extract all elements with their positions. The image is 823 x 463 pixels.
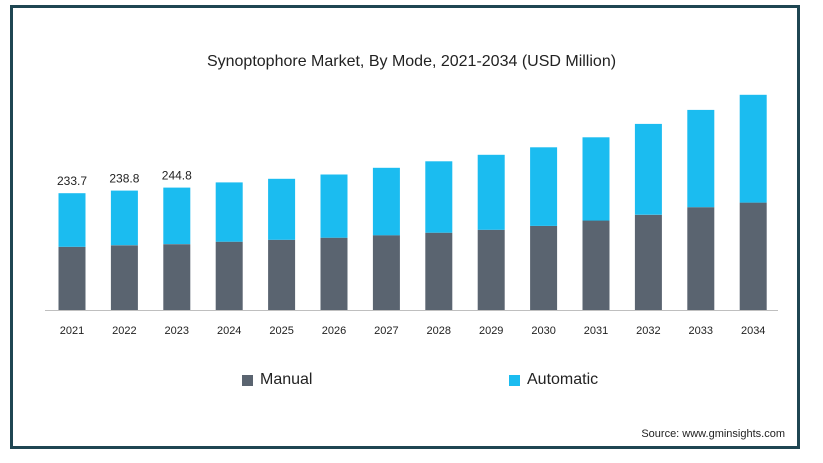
x-tick-label-2025: 2025 [269, 325, 293, 337]
source-note: Source: www.gminsights.com [641, 428, 785, 440]
data-label-2023: 244.8 [162, 169, 192, 183]
x-tick-label-2022: 2022 [112, 325, 136, 337]
legend-swatch-manual [242, 374, 253, 386]
x-tick-label-2033: 2033 [689, 325, 713, 337]
x-tick-label-2023: 2023 [165, 325, 189, 337]
bar-automatic-2021 [58, 193, 86, 247]
bar-automatic-2034 [739, 94, 767, 203]
chart-title: Synoptophore Market, By Mode, 2021-2034 … [206, 53, 617, 70]
bar-automatic-2024 [215, 182, 243, 242]
bar-manual-2025 [268, 239, 296, 310]
x-tick-label-2027: 2027 [374, 325, 398, 337]
bar-automatic-2023 [163, 187, 191, 245]
bar-manual-2033 [687, 207, 715, 310]
bar-automatic-2029 [477, 154, 505, 230]
x-tick-label-2021: 2021 [60, 325, 84, 337]
bar-automatic-2026 [320, 174, 348, 238]
legend-item-manual: Manual [242, 371, 312, 389]
bar-manual-2027 [372, 235, 400, 310]
legend-label-automatic: Automatic [527, 371, 599, 388]
bar-automatic-2022 [110, 190, 138, 246]
bar-manual-2022 [110, 245, 138, 311]
bar-manual-2028 [425, 232, 453, 310]
data-label-2022: 238.8 [109, 172, 139, 186]
bar-automatic-2027 [372, 167, 400, 236]
bar-automatic-2031 [582, 137, 610, 221]
x-tick-label-2029: 2029 [479, 325, 503, 337]
x-tick-label-2032: 2032 [636, 325, 660, 337]
chart-frame [10, 5, 800, 449]
bar-automatic-2030 [530, 147, 558, 226]
bar-manual-2031 [582, 220, 610, 310]
x-tick-label-2024: 2024 [217, 325, 241, 337]
bar-manual-2032 [634, 214, 662, 311]
bar-manual-2026 [320, 237, 348, 310]
x-tick-label-2031: 2031 [584, 325, 608, 337]
data-label-2021: 233.7 [57, 174, 87, 188]
bar-manual-2024 [215, 241, 243, 310]
legend-swatch-automatic [509, 374, 520, 386]
bar-automatic-2025 [268, 178, 296, 240]
bar-manual-2029 [477, 229, 505, 310]
bar-automatic-2033 [687, 109, 715, 208]
x-tick-label-2030: 2030 [531, 325, 555, 337]
bar-manual-2030 [530, 225, 558, 310]
x-tick-label-2034: 2034 [741, 325, 765, 337]
bar-manual-2023 [163, 244, 191, 310]
legend-item-automatic: Automatic [509, 371, 598, 389]
bar-manual-2034 [739, 202, 767, 311]
x-tick-label-2026: 2026 [322, 325, 346, 337]
bar-automatic-2032 [634, 123, 662, 215]
bar-manual-2021 [58, 246, 86, 311]
x-tick-label-2028: 2028 [427, 325, 451, 337]
legend-label-manual: Manual [260, 371, 313, 388]
bar-automatic-2028 [425, 161, 453, 233]
